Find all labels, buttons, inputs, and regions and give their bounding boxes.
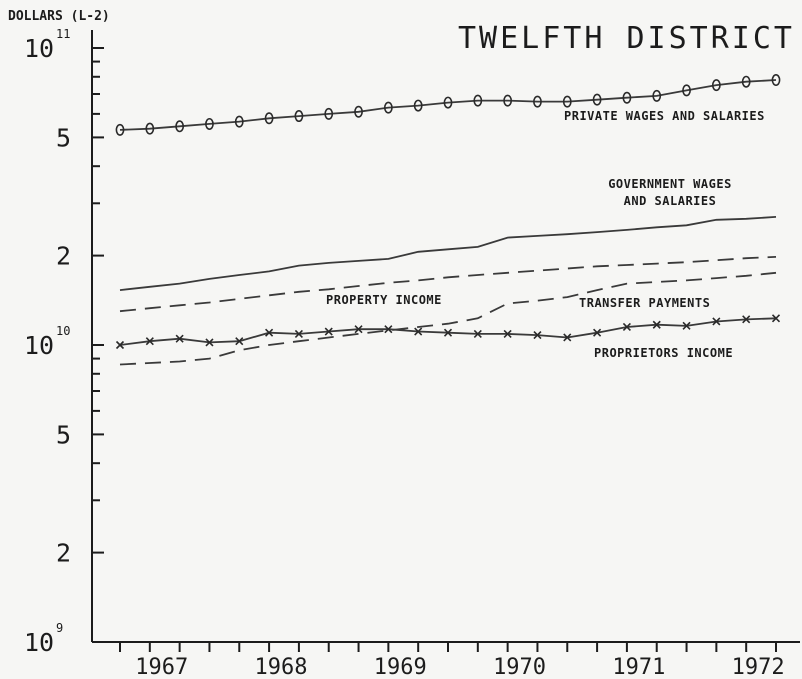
x-tick-label: 1972 [732, 655, 785, 679]
data-point [473, 94, 483, 107]
data-point [562, 95, 572, 108]
data-point [771, 314, 781, 323]
series-3 [119, 256, 777, 313]
data-point [443, 96, 453, 109]
series-line [119, 256, 777, 313]
data-point [384, 325, 393, 334]
label-government-wages-line2: AND SALARIES [624, 194, 717, 208]
data-point [294, 110, 304, 123]
data-point [741, 75, 751, 88]
data-point [354, 325, 363, 334]
x-tick-label: 1968 [255, 655, 308, 679]
y-tick-exponent: 9 [56, 621, 63, 635]
y-axis-label: DOLLARS (L-2) [8, 9, 110, 24]
data-point [265, 328, 274, 337]
data-point [414, 327, 423, 336]
series-layer [115, 74, 781, 366]
data-point [443, 328, 453, 337]
y-tick-label: 2 [56, 242, 71, 271]
data-point [324, 327, 333, 336]
label-government-wages: GOVERNMENT WAGES [608, 177, 732, 191]
y-tick-label: 5 [56, 123, 71, 152]
data-point [742, 315, 751, 324]
data-point [652, 320, 661, 329]
data-point [771, 74, 781, 87]
y-tick-exponent: 10 [56, 324, 70, 338]
data-point [533, 331, 542, 340]
data-point [652, 89, 662, 102]
x-tick-label: 1970 [493, 655, 546, 679]
series-2 [119, 216, 777, 291]
chart-title: TWELFTH DISTRICT [458, 21, 795, 56]
label-property-income: PROPERTY INCOME [326, 293, 442, 307]
data-point [175, 334, 184, 343]
data-point [264, 112, 274, 125]
data-point [711, 79, 721, 92]
data-point [205, 338, 214, 347]
series-1 [115, 74, 781, 136]
data-point [682, 321, 691, 330]
data-point [592, 93, 602, 106]
series-labels: PRIVATE WAGES AND SALARIES GOVERNMENT WAG… [326, 109, 765, 360]
data-point [354, 105, 363, 118]
data-point [682, 84, 691, 97]
data-point [145, 122, 155, 135]
data-point [563, 333, 572, 342]
data-point [115, 340, 125, 350]
y-tick-exponent: 11 [56, 27, 70, 41]
data-point [622, 322, 631, 332]
data-point [234, 115, 244, 128]
data-point [205, 117, 214, 130]
series-line [119, 79, 777, 131]
data-point [383, 101, 393, 114]
data-point [622, 91, 632, 104]
data-point [593, 328, 602, 337]
series-4 [119, 271, 777, 366]
data-point [145, 337, 154, 346]
series-line [119, 216, 777, 291]
label-transfer-payments: TRANSFER PAYMENTS [579, 296, 710, 310]
data-point [503, 94, 513, 107]
data-point [503, 329, 512, 338]
x-tick-label: 1969 [374, 655, 427, 679]
series-5 [115, 314, 781, 350]
y-tick-label: 2 [56, 539, 71, 568]
y-tick-label: 10 [24, 628, 54, 657]
series-line [119, 271, 777, 366]
data-point [712, 317, 721, 326]
data-point [413, 99, 423, 112]
data-point [324, 107, 334, 120]
data-point [473, 329, 482, 338]
x-tick-label: 1971 [612, 655, 665, 679]
x-tick-label: 1967 [135, 655, 188, 679]
data-point [235, 337, 244, 346]
data-point [115, 123, 125, 136]
y-tick-label: 10 [24, 331, 54, 360]
data-point [294, 329, 303, 338]
y-tick-label: 5 [56, 420, 71, 449]
x-ticks: 1967 1968 1969 1970 1971 1972 [119, 642, 785, 679]
y-tick-label: 10 [24, 34, 54, 63]
label-private-wages: PRIVATE WAGES AND SALARIES [564, 109, 765, 123]
data-point [175, 120, 185, 133]
data-point [533, 95, 542, 108]
label-proprietors-income: PROPRIETORS INCOME [594, 346, 733, 360]
